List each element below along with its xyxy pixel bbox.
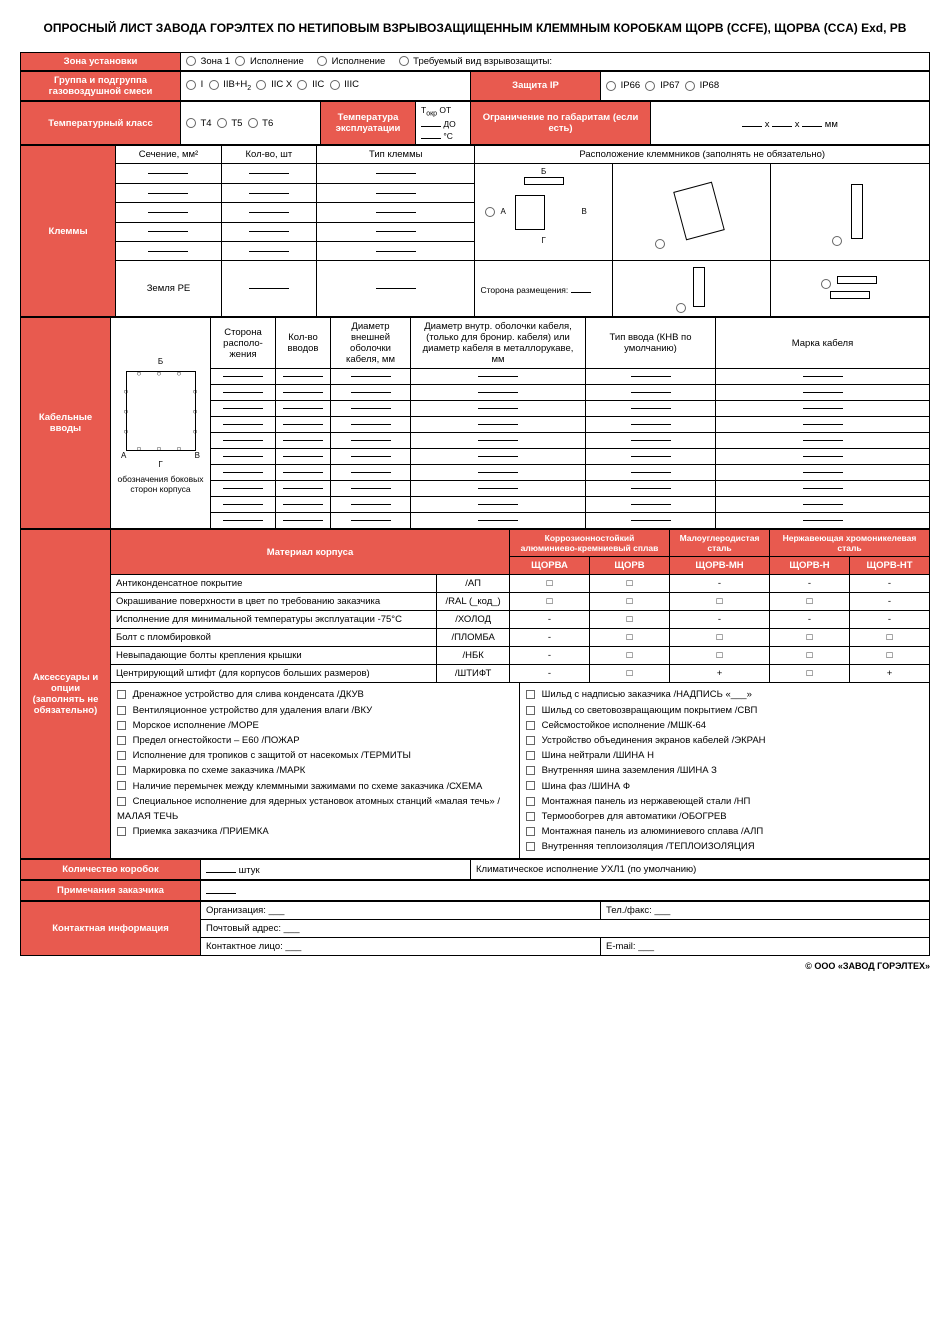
model-2: ЩОРВ (590, 557, 670, 575)
zone-label: Зона установки (21, 52, 181, 70)
col-cable-brand: Марка кабеля (716, 318, 930, 369)
temp-class-options[interactable]: T4 T5 T6 (181, 101, 321, 145)
col-diam-ext: Диаметр внешней оболочки кабеля, мм (331, 318, 411, 369)
model-3: ЩОРВ-МН (670, 557, 770, 575)
model-1: ЩОРВА (510, 557, 590, 575)
layout-diag-5[interactable] (771, 261, 930, 317)
col-qty: Кол-во, шт (221, 146, 316, 164)
mat-group-1: Коррозионностойкий алюминиево-кремниевый… (510, 530, 670, 557)
ip-options[interactable]: IP66 IP67 IP68 (601, 71, 930, 100)
col-qty: Кол-во вводов (276, 318, 331, 369)
footer: © ООО «ЗАВОД ГОРЭЛТЕХ» (20, 961, 930, 971)
qty-section: Количество коробок штук Климатическое ис… (20, 859, 930, 880)
side-label[interactable]: Сторона размещения: (475, 261, 612, 317)
col-side: Сторона располо-жения (211, 318, 276, 369)
model-5: ЩОРВ-НТ (850, 557, 930, 575)
notes-section: Примечания заказчика (20, 880, 930, 901)
model-4: ЩОРВ-Н (770, 557, 850, 575)
qty-value[interactable]: штук (201, 860, 471, 880)
accessories-section: Аксессуары и опции (заполнять не обязате… (20, 529, 930, 859)
contact-org[interactable]: Организация: ___ (201, 902, 601, 920)
layout-diag-4[interactable] (612, 261, 771, 317)
page-title: ОПРОСНЫЙ ЛИСТ ЗАВОДА ГОРЭЛТЕХ ПО НЕТИПОВ… (20, 20, 930, 37)
options-right[interactable]: Шильд с надписью заказчика /НАДПИСЬ «___… (520, 683, 929, 858)
contact-addr[interactable]: Почтовый адрес: ___ (201, 920, 930, 938)
group-options[interactable]: I IIB+H2 IIC X IIC IIIC (181, 71, 471, 100)
zone-options[interactable]: Зона 1 Исполнение Исполнение Требуемый в… (181, 52, 930, 70)
cable-label: Кабельные вводы (21, 318, 111, 529)
col-entry-type: Тип ввода (КНВ по умолчанию) (586, 318, 716, 369)
notes-value[interactable] (201, 881, 930, 901)
group-label: Группа и подгруппа газовоздушной смеси (21, 71, 181, 100)
terminals-label: Клеммы (21, 146, 116, 317)
dim-label: Ограничение по габаритам (если есть) (471, 101, 651, 145)
terminals-section: Клеммы Сечение, мм² Кол-во, шт Тип клемм… (20, 145, 930, 317)
earth-label: Земля PE (116, 261, 222, 317)
contact-email[interactable]: E-mail: ___ (601, 938, 930, 956)
contact-person[interactable]: Контактное лицо: ___ (201, 938, 601, 956)
contact-label: Контактная информация (21, 902, 201, 956)
layout-diag-3[interactable] (771, 164, 930, 261)
acc-row[interactable]: Окрашивание поверхности в цвет по требов… (21, 593, 930, 611)
acc-row[interactable]: Центрирующий штифт (для корпусов больших… (21, 665, 930, 683)
material-header: Материал корпуса (111, 530, 510, 575)
temp-range[interactable]: Tокр ОТ ДО °C (416, 101, 471, 145)
ip-label: Защита IP (471, 71, 601, 100)
layout-diag-1[interactable]: Б А В Г (475, 164, 612, 261)
acc-row[interactable]: Исполнение для минимальной температуры э… (21, 611, 930, 629)
mat-group-2: Малоуглеродистая сталь (670, 530, 770, 557)
row-zone: Зона установки Зона 1 Исполнение Исполне… (20, 52, 930, 71)
col-type: Тип клеммы (316, 146, 475, 164)
notes-label: Примечания заказчика (21, 881, 201, 901)
temp-oper-label: Температура эксплуатации (321, 101, 416, 145)
contact-tel[interactable]: Тел./факс: ___ (601, 902, 930, 920)
row-temp: Температурный класс T4 T5 T6 Температура… (20, 101, 930, 146)
layout-label: Расположение клеммников (заполнять не об… (475, 146, 930, 164)
mat-group-3: Нержавеющая хромоникелевая сталь (770, 530, 930, 557)
options-left[interactable]: Дренажное устройство для слива конденсат… (111, 683, 520, 858)
row-group: Группа и подгруппа газовоздушной смеси I… (20, 71, 930, 101)
qty-label: Количество коробок (21, 860, 201, 880)
acc-row[interactable]: Болт с пломбировкой/ПЛОМБА-□□□□ (21, 629, 930, 647)
acc-row[interactable]: Невыпадающие болты крепления крышки/НБК-… (21, 647, 930, 665)
col-section: Сечение, мм² (116, 146, 222, 164)
temp-class-label: Температурный класс (21, 101, 181, 145)
climate-label: Климатическое исполнение УХЛ1 (по умолча… (471, 860, 930, 880)
cable-diagram: Б ○○○ ○○○ ○○○ ○○○ АВ Г обозначения боков… (111, 318, 211, 529)
accessories-label: Аксессуары и опции (заполнять не обязате… (21, 530, 111, 859)
cable-section: Кабельные вводы Б ○○○ ○○○ ○○○ ○○○ АВ Г о… (20, 317, 930, 529)
acc-row[interactable]: Антиконденсатное покрытие/АП□□--- (21, 575, 930, 593)
dim-value[interactable]: x x мм (651, 101, 930, 145)
layout-diag-2[interactable] (612, 164, 771, 261)
col-diam-int: Диаметр внутр. оболочки кабеля, (только … (411, 318, 586, 369)
contact-section: Контактная информация Организация: ___ Т… (20, 901, 930, 956)
